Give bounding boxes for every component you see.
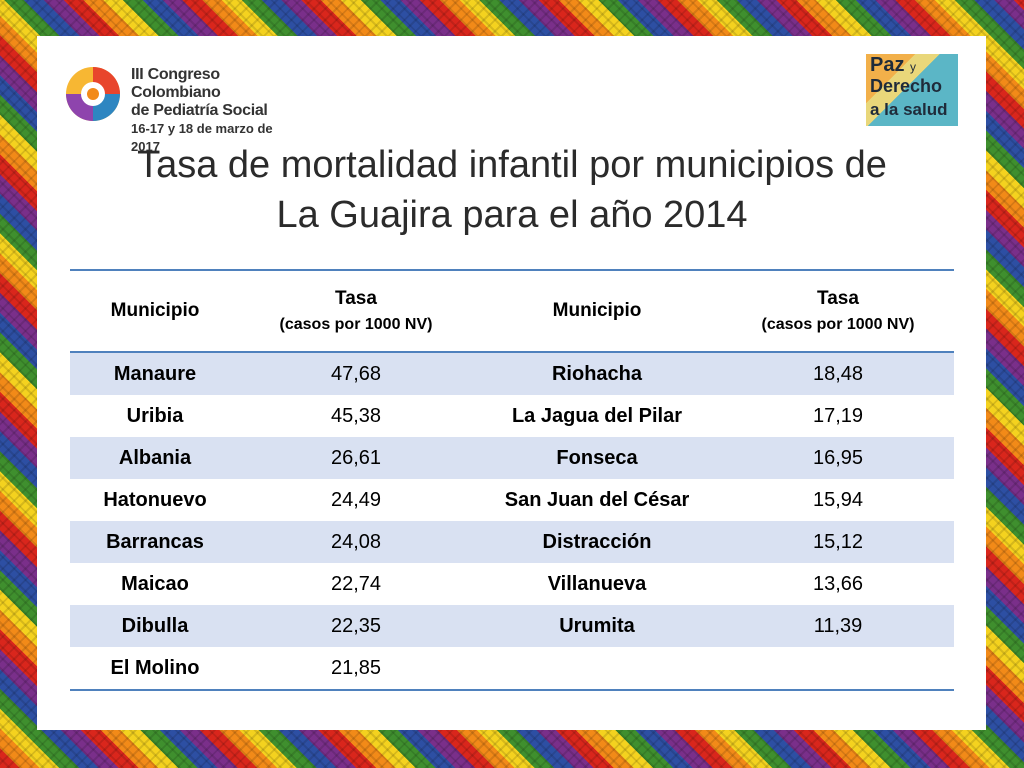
- municipio-cell: La Jagua del Pilar: [472, 395, 722, 437]
- municipio-cell: Riohacha: [472, 352, 722, 395]
- tasa-cell: 45,38: [240, 395, 472, 437]
- municipio-cell: Albania: [70, 437, 240, 479]
- paz-logo-line-3: a la salud: [870, 100, 948, 119]
- municipio-cell: El Molino: [70, 647, 240, 690]
- municipio-cell: Fonseca: [472, 437, 722, 479]
- table-row: Dibulla 22,35 Urumita 11,39: [70, 605, 954, 647]
- logo-line-2: de Pediatría Social: [131, 102, 268, 119]
- municipio-cell: Maicao: [70, 563, 240, 605]
- municipio-cell: San Juan del César: [472, 479, 722, 521]
- paz-logo-line-2: Derecho: [870, 76, 943, 96]
- tasa-cell: 22,35: [240, 605, 472, 647]
- table-row: El Molino 21,85: [70, 647, 954, 690]
- tasa-cell: 17,19: [722, 395, 954, 437]
- municipio-cell: Hatonuevo: [70, 479, 240, 521]
- table-row: Manaure 47,68 Riohacha 18,48: [70, 352, 954, 395]
- table-row: Barrancas 24,08 Distracción 15,12: [70, 521, 954, 563]
- municipio-cell: [472, 647, 722, 690]
- tasa-cell: 15,94: [722, 479, 954, 521]
- table-header-row: Municipio Tasa (casos por 1000 NV) Munici…: [70, 270, 954, 353]
- header-municipio-2: Municipio: [472, 270, 722, 353]
- header-tasa-1: Tasa (casos por 1000 NV): [240, 270, 472, 353]
- logo-line-3: 16-17 y 18 de marzo de 2017: [131, 121, 273, 154]
- table-row: Maicao 22,74 Villanueva 13,66: [70, 563, 954, 605]
- header-municipio-1: Municipio: [70, 270, 240, 353]
- slide: III Congreso Colombiano de Pediatría Soc…: [37, 36, 986, 730]
- municipio-cell: Distracción: [472, 521, 722, 563]
- congress-logo-text: III Congreso Colombiano de Pediatría Soc…: [131, 66, 283, 156]
- tasa-cell: 18,48: [722, 352, 954, 395]
- congress-emblem-icon: [66, 67, 120, 121]
- municipio-cell: Barrancas: [70, 521, 240, 563]
- tasa-cell: 26,61: [240, 437, 472, 479]
- tasa-cell: 21,85: [240, 647, 472, 690]
- mortality-table: Municipio Tasa (casos por 1000 NV) Munici…: [70, 269, 954, 691]
- header-tasa-2: Tasa (casos por 1000 NV): [722, 270, 954, 353]
- municipio-cell: Manaure: [70, 352, 240, 395]
- title-line-2: La Guajira para el año 2014: [276, 194, 748, 236]
- table-row: Hatonuevo 24,49 San Juan del César 15,94: [70, 479, 954, 521]
- tasa-cell: 11,39: [722, 605, 954, 647]
- tasa-cell: 24,49: [240, 479, 472, 521]
- table-row: Albania 26,61 Fonseca 16,95: [70, 437, 954, 479]
- tasa-cell: 15,12: [722, 521, 954, 563]
- tasa-cell: 24,08: [240, 521, 472, 563]
- tasa-cell: [722, 647, 954, 690]
- table-row: Uribia 45,38 La Jagua del Pilar 17,19: [70, 395, 954, 437]
- tasa-cell: 16,95: [722, 437, 954, 479]
- paz-logo-line-1: Paz y: [870, 54, 917, 76]
- logo-line-1: III Congreso Colombiano: [131, 66, 221, 101]
- municipio-cell: Dibulla: [70, 605, 240, 647]
- congress-logo: III Congreso Colombiano de Pediatría Soc…: [63, 62, 283, 154]
- tasa-cell: 47,68: [240, 352, 472, 395]
- tasa-cell: 13,66: [722, 563, 954, 605]
- paz-derecho-logo: Paz y Derecho a la salud: [866, 54, 958, 126]
- title-line-1: Tasa de mortalidad infantil por municipi…: [137, 144, 887, 186]
- municipio-cell: Urumita: [472, 605, 722, 647]
- slide-title: Tasa de mortalidad infantil por municipi…: [77, 140, 947, 240]
- tasa-cell: 22,74: [240, 563, 472, 605]
- municipio-cell: Villanueva: [472, 563, 722, 605]
- municipio-cell: Uribia: [70, 395, 240, 437]
